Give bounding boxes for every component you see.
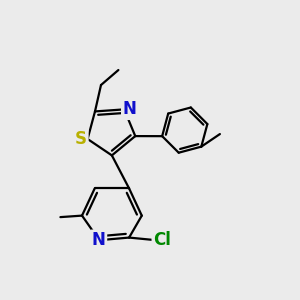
Text: N: N xyxy=(92,231,106,249)
Text: Cl: Cl xyxy=(153,231,171,249)
Text: N: N xyxy=(123,100,136,118)
Text: S: S xyxy=(75,130,87,148)
